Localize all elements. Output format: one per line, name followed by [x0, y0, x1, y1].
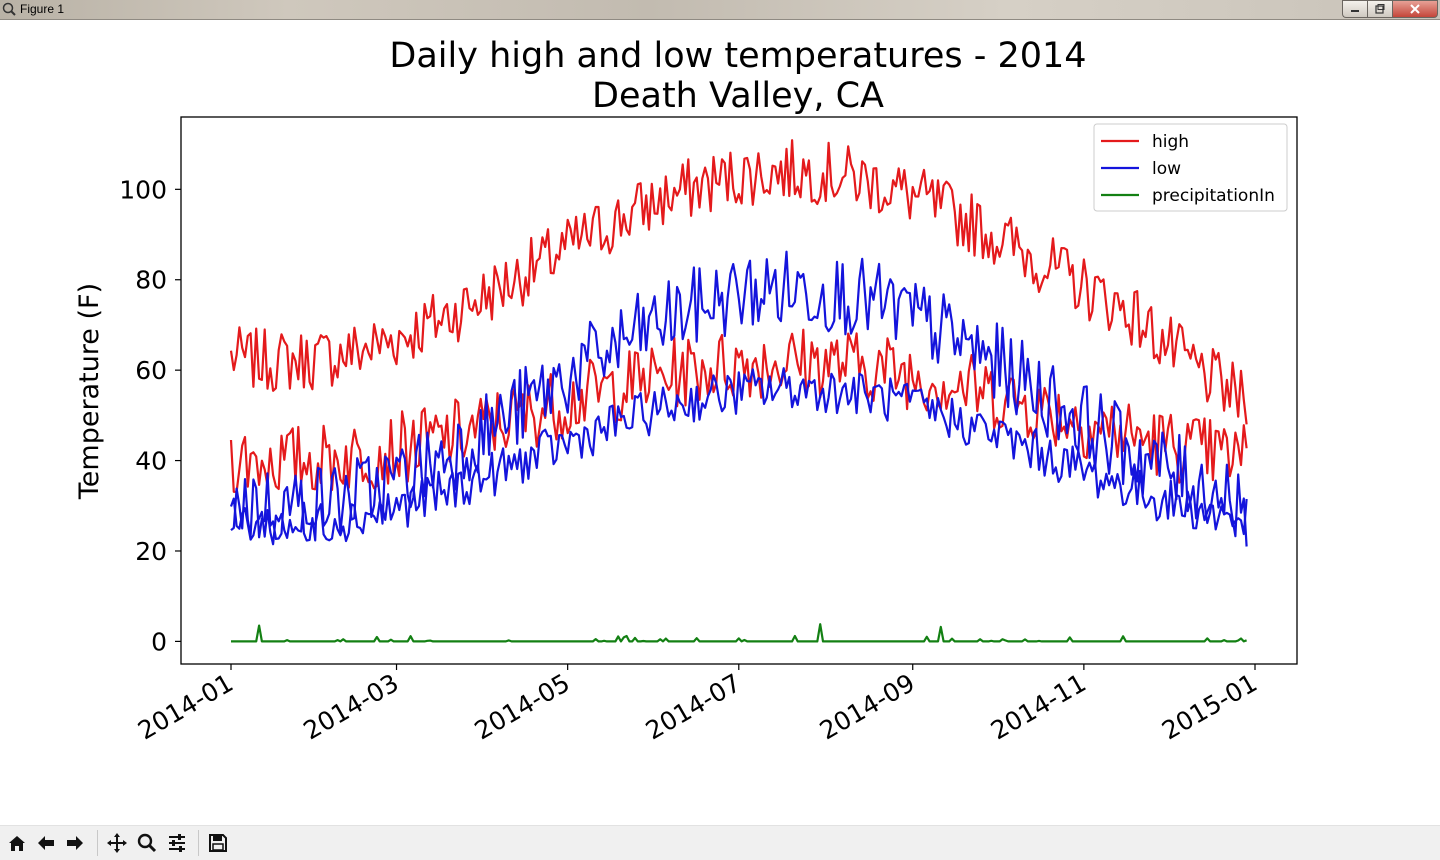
window-titlebar: Figure 1: [0, 0, 1440, 20]
back-button[interactable]: [33, 830, 59, 856]
save-icon: [209, 834, 227, 852]
legend: high low precipitationIn: [1093, 123, 1288, 212]
toolbar-separator: [97, 830, 98, 856]
zoom-button[interactable]: [134, 830, 160, 856]
maximize-button[interactable]: [1367, 0, 1392, 18]
forward-button[interactable]: [62, 830, 88, 856]
x-tick-label: 2014-05: [470, 668, 575, 745]
app-icon: [2, 2, 16, 16]
legend-label-high: high: [1152, 132, 1189, 152]
close-icon: [1410, 4, 1420, 14]
chart-title: Daily high and low temperatures - 2014: [389, 36, 1086, 76]
x-tick-label: 2015-01: [1157, 668, 1262, 745]
series-line-high: [229, 139, 1248, 425]
window-controls: [1342, 0, 1438, 18]
y-tick-label: 0: [151, 627, 167, 656]
x-tick-label: 2014-07: [641, 668, 746, 745]
home-icon: [9, 836, 25, 851]
x-tick-label: 2014-01: [133, 668, 238, 745]
save-button[interactable]: [205, 830, 231, 856]
forward-arrow-icon: [67, 836, 83, 850]
series-line-low: [230, 250, 1248, 547]
back-arrow-icon: [38, 836, 54, 850]
minimize-button[interactable]: [1342, 0, 1367, 18]
configure-subplots-button[interactable]: [164, 830, 190, 856]
legend-label-low: low: [1152, 159, 1181, 179]
pan-icon: [107, 833, 127, 853]
toolbar-separator: [198, 830, 199, 856]
legend-frame: [1093, 123, 1288, 212]
y-tick-label: 60: [135, 356, 167, 385]
zoom-icon: [137, 833, 157, 853]
series-line-precipitation: [231, 623, 1248, 643]
restore-icon: [1375, 4, 1385, 14]
legend-label-precipitation: precipitationIn: [1152, 186, 1275, 206]
series-line-low-secondary: [229, 367, 1248, 546]
y-axis-label: Temperature (F): [74, 283, 105, 500]
y-tick-label: 40: [135, 447, 167, 476]
x-tick-label: 2014-03: [299, 668, 404, 745]
window-title: Figure 1: [20, 2, 65, 16]
configure-subplots-icon: [169, 834, 185, 852]
chart-subtitle: Death Valley, CA: [592, 76, 884, 116]
y-tick-label: 100: [119, 175, 167, 204]
pan-button[interactable]: [104, 830, 130, 856]
home-button[interactable]: [4, 830, 30, 856]
x-tick-label: 2014-11: [986, 668, 1091, 745]
x-tick-label: 2014-09: [815, 668, 920, 745]
navigation-toolbar: [0, 825, 1440, 860]
close-button[interactable]: [1392, 0, 1438, 18]
chart-figure: Daily high and low temperatures - 2014 D…: [74, 36, 1298, 745]
y-tick-label: 20: [135, 537, 167, 566]
minimize-icon: [1351, 10, 1359, 12]
y-tick-label: 80: [135, 266, 167, 295]
